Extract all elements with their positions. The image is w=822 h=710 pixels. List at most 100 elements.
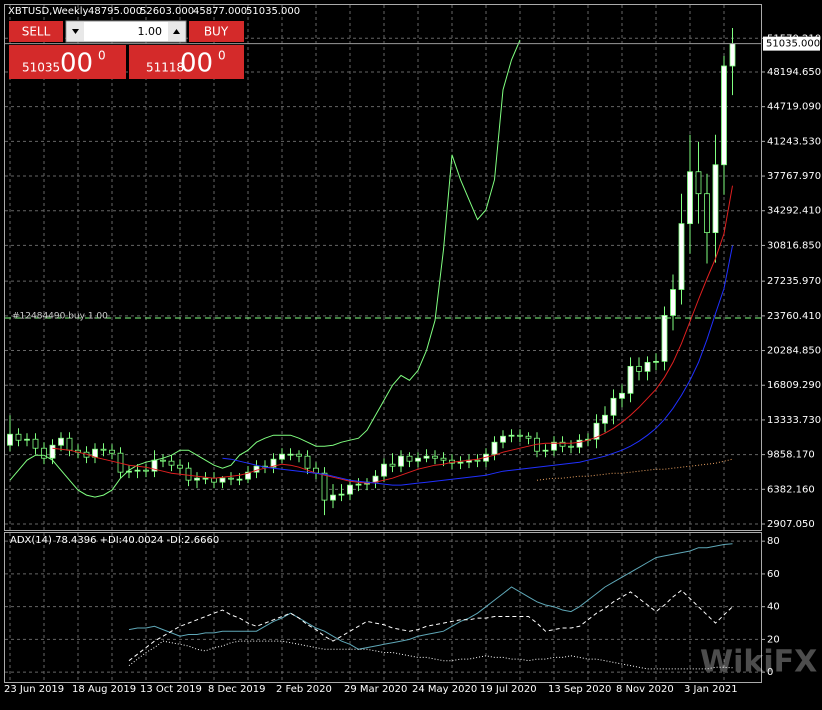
candle-body	[678, 223, 685, 290]
candle-body	[245, 471, 251, 480]
candle-body	[661, 315, 668, 362]
y-tick-label: 16809.290	[767, 380, 821, 391]
candle-body	[491, 441, 498, 455]
x-tick-label: 3 Jan 2021	[684, 684, 738, 695]
candle-body	[508, 434, 515, 437]
candle-body	[236, 478, 243, 481]
candle-body	[695, 171, 702, 195]
ask-frac[interactable]: 0	[218, 49, 226, 63]
x-tick-label: 29 Mar 2020	[344, 684, 407, 695]
candle-body	[347, 484, 353, 495]
ohlc-high: 52603.000	[140, 6, 194, 17]
candle-body	[355, 483, 362, 486]
y-tick-label: 0	[767, 667, 773, 678]
candle-body	[576, 439, 583, 448]
candle-body	[432, 455, 438, 459]
candle-body	[440, 457, 447, 461]
x-tick-label: 23 Jun 2019	[4, 684, 64, 695]
candle-body	[100, 448, 107, 451]
candle-body	[712, 164, 719, 234]
candle-body	[593, 422, 600, 440]
bid-box[interactable]	[9, 45, 126, 79]
indicator-line	[9, 39, 521, 498]
x-tick-label: 19 Jul 2020	[480, 684, 537, 695]
y-tick-label: 6382.160	[767, 484, 815, 495]
candle-body	[7, 433, 13, 446]
candle-body	[24, 438, 30, 441]
candle-body	[644, 361, 651, 372]
candle-body	[270, 458, 277, 468]
ask-box[interactable]	[129, 45, 244, 79]
indicator-line	[128, 640, 733, 670]
candle-body	[185, 467, 192, 481]
candle-body	[602, 414, 608, 424]
candle-body	[398, 455, 404, 467]
bid-pips[interactable]: 00	[60, 49, 93, 79]
current-price-box	[763, 36, 820, 51]
candle-body	[134, 469, 141, 472]
y-tick-label: 2907.050	[767, 519, 815, 530]
y-tick-label: 48194.650	[767, 67, 821, 78]
indicator-line	[52, 185, 733, 484]
x-tick-label: 24 May 2020	[412, 684, 477, 695]
indicator-line	[222, 245, 733, 486]
candle-body	[729, 43, 736, 67]
candle-body	[287, 453, 294, 456]
y-tick-label: 30816.850	[767, 240, 821, 251]
candle-body	[49, 444, 56, 459]
candle-body	[551, 441, 557, 451]
candle-body	[321, 472, 328, 501]
candle-body	[160, 459, 166, 462]
ask-big[interactable]: 51118	[146, 61, 184, 75]
candle-body	[423, 455, 430, 459]
lot-value[interactable]: 1.00	[138, 25, 163, 38]
y-tick-label: 13333.730	[767, 415, 821, 426]
watermark: WikiFX	[700, 645, 817, 680]
candle-body	[721, 65, 727, 166]
candle-body	[177, 464, 183, 469]
candle-body	[143, 469, 149, 472]
candle-body	[559, 441, 566, 447]
candle-body	[687, 171, 693, 225]
candle-body	[704, 193, 710, 234]
ask-pips[interactable]: 00	[180, 49, 213, 79]
x-tick-label: 8 Nov 2020	[616, 684, 674, 695]
buy-label[interactable]: BUY	[204, 25, 229, 39]
candle-body	[389, 463, 396, 467]
candle-body	[474, 459, 481, 462]
candle-body	[109, 449, 115, 454]
candle-body	[194, 477, 200, 481]
buy-button[interactable]	[189, 21, 244, 42]
bid-frac[interactable]: 0	[98, 49, 106, 63]
bid-big[interactable]: 51035	[22, 61, 60, 75]
candle-body	[219, 477, 226, 483]
current-price-label: 51035.000	[766, 39, 820, 50]
candle-body	[381, 463, 387, 477]
symbol-title: XBTUSD,Weekly	[8, 6, 89, 17]
candle-body	[168, 460, 175, 466]
candle-body	[636, 365, 642, 372]
candle-body	[627, 365, 634, 394]
x-tick-label: 18 Aug 2019	[72, 684, 136, 695]
candle-body	[406, 455, 413, 462]
x-tick-label: 2 Feb 2020	[276, 684, 332, 695]
lot-input[interactable]	[65, 20, 187, 43]
trade-panel: SELL 1.00 BUY 51035 00 0 51118 00 0	[9, 20, 244, 79]
up-arrow	[173, 29, 180, 34]
candle-body	[525, 435, 532, 439]
candle-body	[457, 461, 464, 464]
candle-body	[500, 435, 506, 443]
candle-body	[32, 438, 39, 449]
candle-body	[15, 433, 22, 441]
ohlc-close: 51035.000	[246, 6, 300, 17]
y-tick-label: 9858.170	[767, 450, 815, 461]
sell-button[interactable]	[9, 21, 63, 42]
ohlc-open: 48795.000	[88, 6, 142, 17]
candle-body	[619, 392, 625, 399]
sell-label[interactable]: SELL	[22, 25, 51, 39]
x-tick-label: 8 Dec 2019	[208, 684, 266, 695]
candle-body	[66, 437, 73, 451]
x-tick-label: 13 Oct 2019	[140, 684, 202, 695]
candle-body	[653, 360, 659, 363]
